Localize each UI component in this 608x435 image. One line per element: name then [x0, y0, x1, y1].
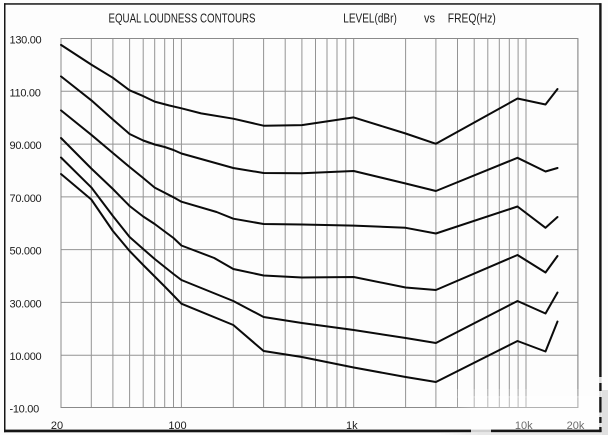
svg-text:50.000: 50.000	[10, 246, 42, 258]
svg-text:70.000: 70.000	[10, 193, 42, 205]
svg-text:110.00: 110.00	[10, 87, 41, 99]
svg-text:FREQ(Hz): FREQ(Hz)	[448, 12, 496, 26]
svg-text:LEVEL(dBr): LEVEL(dBr)	[343, 12, 397, 26]
svg-text:EQUAL LOUDNESS CONTOURS: EQUAL LOUDNESS CONTOURS	[109, 12, 256, 26]
svg-text:20: 20	[51, 420, 63, 432]
svg-text:-10.00: -10.00	[10, 404, 40, 416]
svg-text:30.000: 30.000	[10, 298, 42, 310]
svg-text:10.000: 10.000	[10, 351, 42, 363]
svg-text:1k: 1k	[346, 420, 358, 432]
svg-text:130.00: 130.00	[10, 35, 42, 47]
svg-text:100: 100	[168, 420, 186, 432]
svg-text:90.000: 90.000	[10, 140, 42, 152]
svg-text:vs: vs	[424, 12, 435, 26]
